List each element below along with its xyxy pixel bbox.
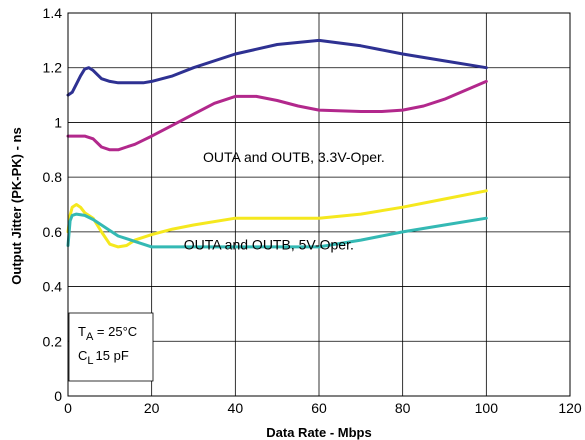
x-tick-label: 40 [228,400,244,416]
conditions-box-frame [68,312,154,382]
annotations: OUTA and OUTB, 3.3V-Oper. OUTA and OUTB, … [184,149,385,253]
x-tick-label: 60 [311,400,327,416]
plot-frame [67,12,571,397]
cl-condition: CL 15 pF [78,348,129,367]
y-tick-label: 1.2 [43,60,63,76]
x-tick-label: 20 [144,400,160,416]
annotation-1: OUTA and OUTB, 3.3V-Oper. [203,149,385,165]
ta-condition: TA = 25°C [78,324,137,343]
y-tick-label: 0.2 [43,333,63,349]
series-line-2 [66,79,488,152]
y-axis-title: Output Jitter (PK-PK) - ns [9,127,24,284]
conditions-box: TA = 25°C CL 15 pF [68,312,154,382]
annotation-2: OUTA and OUTB, 5V-Oper. [184,237,354,253]
y-tick-label: 0.8 [43,169,63,185]
y-tick-labels: 0 0.2 0.4 0.6 0.8 1 1.2 1.4 [43,5,63,404]
x-tick-label: 100 [475,400,499,416]
y-tick-label: 0.4 [43,279,63,295]
x-tick-label: 0 [64,400,72,416]
y-tick-label: 1.4 [43,5,63,21]
x-axis-title: Data Rate - Mbps [266,425,371,440]
y-tick-label: 1 [54,114,62,130]
cl-value: 15 pF [96,348,129,363]
series-line-4 [66,212,488,249]
x-tick-label: 120 [558,400,582,416]
ta-symbol: T [78,324,86,339]
y-tick-label: 0 [54,388,62,404]
y-tick-label: 0.6 [43,224,63,240]
cl-symbol: C [78,348,87,363]
x-tick-labels: 0 20 40 60 80 100 120 [64,400,582,416]
series-line-1 [66,38,488,97]
ta-value: = 25°C [93,324,137,339]
series-group [66,38,488,249]
ta-subscript: A [86,331,94,343]
cl-subscript: L [87,355,93,367]
x-tick-label: 80 [395,400,411,416]
